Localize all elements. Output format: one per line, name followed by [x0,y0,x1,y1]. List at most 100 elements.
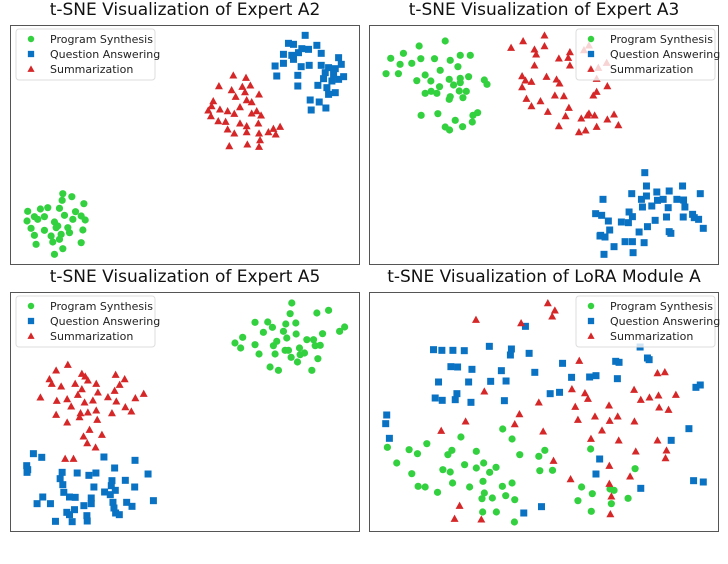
data-point [110,386,119,394]
data-point [303,336,311,344]
data-point [271,130,280,138]
data-point [115,511,123,519]
data-point [605,461,614,469]
data-point [606,510,615,518]
data-point [34,215,42,223]
data-point [584,109,593,117]
data-point [40,226,49,234]
data-point [653,436,662,444]
data-point [383,411,391,419]
data-point [55,204,64,212]
data-point [542,72,551,80]
data-point [23,462,31,470]
data-point [255,350,263,358]
data-point [565,48,574,56]
data-point [66,511,74,519]
data-point [80,502,88,510]
data-point [120,375,129,383]
data-point [79,226,87,234]
data-point [530,45,539,53]
data-point [289,40,297,48]
data-point [613,375,621,383]
data-point [38,453,46,461]
legend-label: Program Synthesis [50,33,153,46]
data-point [242,96,251,104]
data-point [79,432,88,440]
data-point [605,416,614,424]
data-point [589,91,598,99]
plot-area: Program Synthesis Question Answering Summa… [10,25,360,265]
data-point [607,492,616,500]
data-point [92,406,101,414]
data-point [73,390,82,398]
data-point [550,306,559,314]
legend-box [575,28,716,81]
data-point [317,61,325,69]
data-point [635,228,643,236]
data-point [23,217,31,225]
data-point [540,42,549,50]
data-point [283,334,291,342]
data-point [266,363,274,371]
legend: Program Synthesis Question Answering Summa… [575,295,720,348]
data-point [515,410,524,418]
data-point [144,470,152,478]
plot-area: Program Synthesis Question Answering Summa… [369,25,720,265]
data-point [106,491,114,499]
data-point [444,451,452,459]
data-point [207,102,216,110]
data-point [77,239,85,247]
data-point [592,87,601,95]
data-point [61,454,70,462]
data-point [479,508,487,516]
data-point [123,498,131,506]
data-point [638,203,646,211]
data-point [438,396,446,404]
data-point [567,385,576,393]
data-point [331,65,339,73]
data-point [292,319,300,327]
data-point [522,94,531,102]
data-point [305,45,313,53]
data-point [610,243,618,251]
data-point [696,381,704,389]
data-point [664,204,672,212]
data-point [103,393,112,401]
data-point [573,415,582,423]
data-point [52,366,61,374]
series-question-answering [382,322,707,517]
data-point [336,327,344,335]
data-point [221,117,230,125]
data-point [631,447,640,455]
data-point [85,425,94,433]
data-point [590,111,599,119]
data-point [467,398,475,406]
data-point [413,77,421,85]
data-point [318,330,327,338]
data-point [307,106,315,114]
data-point [645,393,654,401]
data-point [63,418,72,426]
plot-area: Program Synthesis Question Answering Summa… [10,292,360,532]
data-point [518,72,527,80]
series-program-synthesis [383,425,639,526]
data-point [449,346,457,354]
data-point [477,515,486,523]
data-point [615,358,623,366]
data-point [421,71,429,79]
data-point [298,45,306,53]
data-point [532,50,541,58]
data-point [628,213,636,221]
data-point [435,378,443,386]
data-point [520,509,528,517]
data-point [47,232,55,240]
data-point [112,397,121,405]
data-point [382,70,390,78]
data-point [449,81,458,89]
data-point [286,310,294,318]
data-point [519,37,528,45]
data-point [654,391,663,399]
data-point [465,73,473,81]
data-point [471,315,480,323]
data-point [294,71,302,79]
